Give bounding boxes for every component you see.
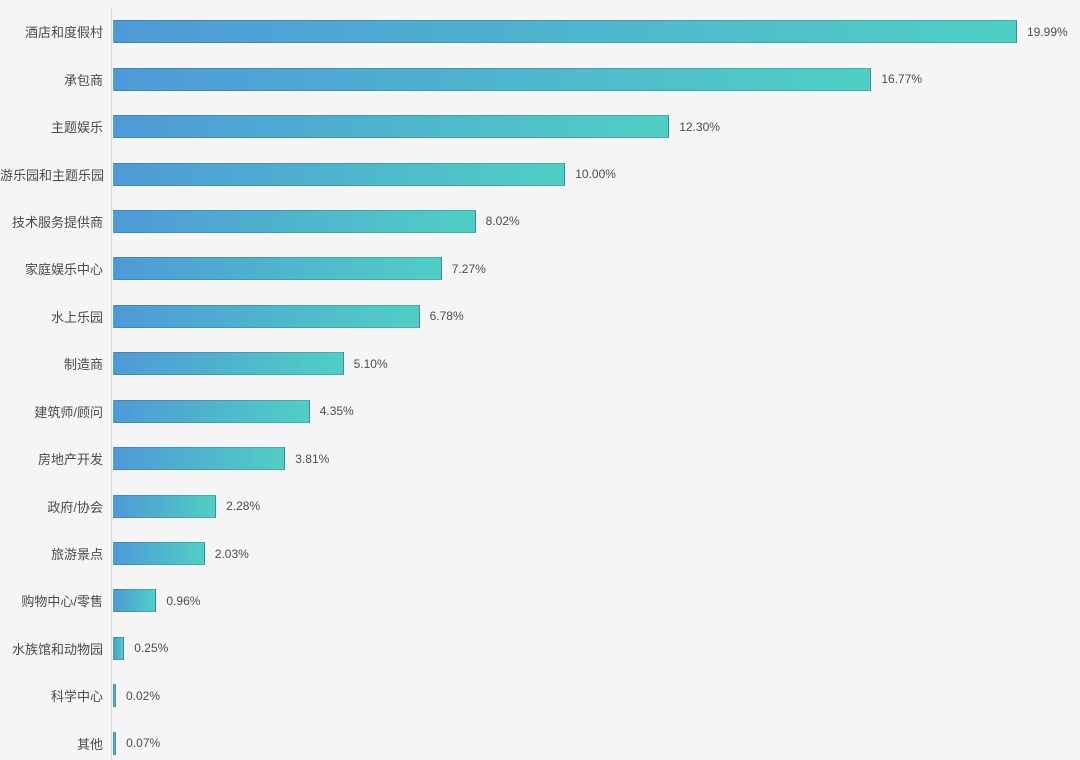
value-label: 10.00% bbox=[575, 167, 616, 182]
category-label: 游乐园和主题乐园 bbox=[0, 167, 105, 183]
bar-row: 制造商 5.10% bbox=[0, 340, 1080, 387]
category-label: 水上乐园 bbox=[50, 309, 103, 325]
y-axis-line bbox=[111, 8, 112, 760]
category-label: 技术服务提供商 bbox=[11, 214, 103, 230]
bar[interactable] bbox=[113, 209, 476, 233]
value-label: 4.35% bbox=[319, 404, 354, 419]
bar[interactable] bbox=[113, 20, 1017, 44]
bar-row: 建筑师/顾问 4.35% bbox=[0, 388, 1080, 435]
bar-row: 技术服务提供商 8.02% bbox=[0, 198, 1080, 245]
value-label: 2.28% bbox=[226, 499, 261, 514]
bar[interactable] bbox=[113, 67, 872, 91]
category-label: 建筑师/顾问 bbox=[34, 404, 103, 420]
category-label: 其他 bbox=[76, 736, 103, 752]
bar-row: 房地产开发 3.81% bbox=[0, 435, 1080, 482]
value-label: 0.02% bbox=[126, 688, 161, 703]
category-label: 科学中心 bbox=[50, 689, 103, 705]
bar-row: 水族馆和动物园 0.25% bbox=[0, 625, 1080, 672]
bar[interactable] bbox=[113, 304, 420, 328]
value-label: 2.03% bbox=[214, 546, 249, 561]
bar-row: 酒店和度假村 19.99% bbox=[0, 8, 1080, 55]
bar-row: 其他 0.07% bbox=[0, 720, 1080, 760]
category-label: 政府/协会 bbox=[47, 499, 103, 515]
category-label: 制造商 bbox=[63, 357, 103, 373]
category-label: 家庭娱乐中心 bbox=[24, 262, 103, 278]
bar-row: 科学中心 0.02% bbox=[0, 672, 1080, 719]
value-label: 0.25% bbox=[134, 641, 169, 656]
category-label: 承包商 bbox=[63, 72, 103, 88]
bar[interactable] bbox=[113, 494, 217, 518]
category-label: 房地产开发 bbox=[37, 452, 103, 468]
bar-row: 政府/协会 2.28% bbox=[0, 482, 1080, 529]
bar[interactable] bbox=[113, 731, 117, 755]
bar[interactable] bbox=[113, 162, 566, 186]
bar-row: 家庭娱乐中心 7.27% bbox=[0, 245, 1080, 292]
bar[interactable] bbox=[113, 257, 442, 281]
bar-row: 承包商 16.77% bbox=[0, 55, 1080, 102]
bar[interactable] bbox=[113, 589, 157, 613]
category-label: 水族馆和动物园 bbox=[11, 641, 103, 657]
bar[interactable] bbox=[113, 352, 344, 376]
bar-row: 水上乐园 6.78% bbox=[0, 293, 1080, 340]
category-label: 旅游景点 bbox=[50, 547, 103, 563]
value-label: 5.10% bbox=[353, 356, 388, 371]
bar-row: 旅游景点 2.03% bbox=[0, 530, 1080, 577]
value-label: 16.77% bbox=[881, 72, 923, 87]
bar[interactable] bbox=[113, 636, 125, 660]
bar-row: 主题娱乐 12.30% bbox=[0, 103, 1080, 150]
bar-row: 购物中心/零售 0.96% bbox=[0, 577, 1080, 624]
bar[interactable] bbox=[113, 115, 670, 139]
category-label: 购物中心/零售 bbox=[21, 594, 103, 610]
value-label: 0.96% bbox=[166, 593, 201, 608]
value-label: 8.02% bbox=[485, 214, 520, 229]
value-label: 12.30% bbox=[679, 119, 720, 134]
bar-row: 游乐园和主题乐园 10.00% bbox=[0, 150, 1080, 197]
bar[interactable] bbox=[113, 399, 310, 423]
bar[interactable] bbox=[113, 684, 116, 708]
bar-rows: 酒店和度假村 19.99% 承包商 16.77% 主题娱乐 12.30% 游乐园和主题乐园 1… bbox=[0, 8, 1080, 760]
category-label: 主题娱乐 bbox=[50, 120, 103, 136]
value-label: 0.07% bbox=[126, 736, 161, 751]
value-label: 6.78% bbox=[429, 309, 464, 324]
category-label: 酒店和度假村 bbox=[24, 25, 103, 41]
value-label: 19.99% bbox=[1027, 24, 1068, 39]
value-label: 7.27% bbox=[451, 261, 486, 276]
value-label: 3.81% bbox=[295, 451, 330, 466]
bar[interactable] bbox=[113, 542, 205, 566]
bar[interactable] bbox=[113, 447, 286, 471]
